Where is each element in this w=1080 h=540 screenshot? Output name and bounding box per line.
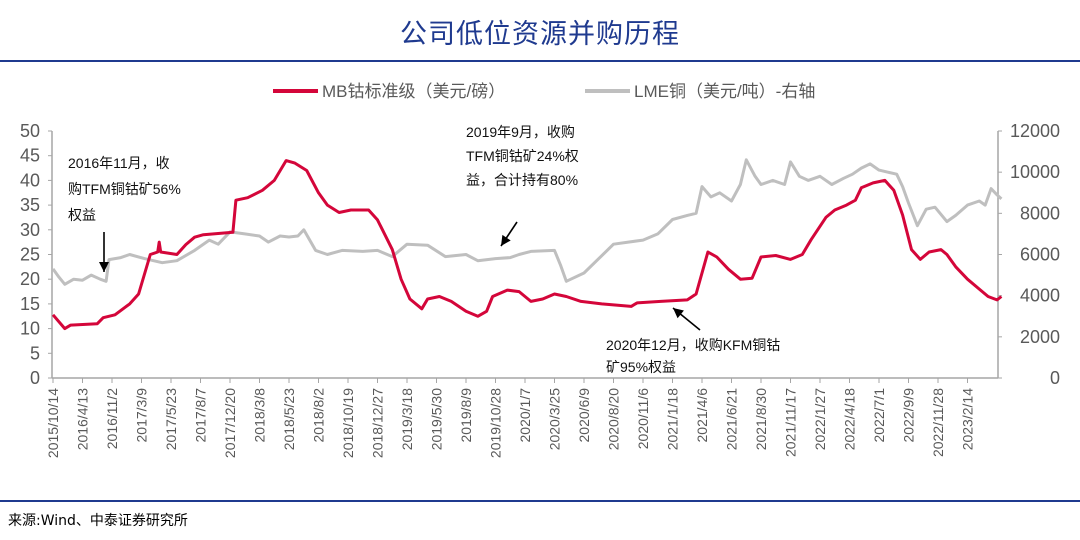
left-tick-label: 35 bbox=[20, 195, 40, 215]
legend-label-mb: MB钴标准级（美元/磅） bbox=[322, 82, 505, 101]
annotation-text: 2016年11月，收 bbox=[68, 155, 170, 171]
annotation-text: 购TFM铜钴矿56% bbox=[68, 181, 181, 197]
x-tick-label: 2022/1/27 bbox=[812, 388, 828, 450]
chart-title: 公司低位资源并购历程 bbox=[400, 19, 680, 50]
x-tick-label: 2021/11/17 bbox=[783, 388, 799, 457]
lme-copper-series-line bbox=[51, 158, 1003, 286]
x-tick-label: 2020/6/9 bbox=[576, 388, 592, 443]
source-note: 来源:Wind、中泰证券研究所 bbox=[8, 513, 188, 529]
left-tick-label: 25 bbox=[20, 245, 40, 265]
x-tick-label: 2018/8/2 bbox=[311, 388, 327, 443]
x-tick-label: 2021/8/30 bbox=[753, 388, 769, 450]
left-tick-label: 10 bbox=[20, 319, 40, 339]
left-tick-label: 50 bbox=[20, 121, 40, 141]
right-tick-label: 12000 bbox=[1010, 121, 1060, 141]
x-tick-label: 2018/12/27 bbox=[370, 388, 386, 458]
x-tick-label: 2017/8/7 bbox=[193, 388, 209, 443]
right-tick-label: 8000 bbox=[1020, 203, 1060, 223]
x-tick-label: 2017/5/23 bbox=[163, 388, 179, 450]
right-tick-label: 6000 bbox=[1020, 245, 1060, 265]
left-tick-label: 0 bbox=[30, 368, 40, 388]
left-tick-label: 5 bbox=[30, 343, 40, 363]
x-tick-label: 2018/10/19 bbox=[340, 388, 356, 458]
x-tick-label: 2019/3/18 bbox=[399, 388, 415, 450]
right-tick-label: 4000 bbox=[1020, 286, 1060, 306]
x-tick-label: 2015/10/14 bbox=[45, 388, 61, 458]
x-tick-label: 2019/10/28 bbox=[488, 388, 504, 458]
x-tick-label: 2019/5/30 bbox=[429, 388, 445, 450]
x-tick-label: 2020/1/7 bbox=[517, 388, 533, 443]
left-tick-label: 40 bbox=[20, 170, 40, 190]
x-tick-label: 2018/5/23 bbox=[281, 388, 297, 450]
annotation-arrow-head-icon bbox=[501, 234, 511, 246]
left-tick-label: 15 bbox=[20, 294, 40, 314]
x-tick-label: 2022/11/28 bbox=[930, 388, 946, 457]
x-tick-label: 2018/3/8 bbox=[252, 388, 268, 443]
right-tick-label: 10000 bbox=[1010, 162, 1060, 182]
x-tick-label: 2020/11/6 bbox=[635, 388, 651, 449]
annotation-text: TFM铜钴矿24%权 bbox=[466, 148, 579, 164]
left-tick-label: 20 bbox=[20, 269, 40, 289]
footer-divider bbox=[0, 500, 1080, 502]
x-tick-label: 2017/3/9 bbox=[134, 388, 150, 443]
x-tick-label: 2022/7/1 bbox=[871, 388, 887, 443]
left-tick-label: 45 bbox=[20, 146, 40, 166]
x-tick-label: 2020/8/20 bbox=[606, 388, 622, 450]
annotation-arrow-head-icon bbox=[673, 308, 684, 319]
annotation-text: 2020年12月，收购KFM铜钴 bbox=[606, 337, 780, 353]
right-tick-label: 2000 bbox=[1020, 327, 1060, 347]
x-tick-label: 2016/11/2 bbox=[104, 388, 120, 449]
x-tick-label: 2021/1/18 bbox=[665, 388, 681, 450]
annotation-text: 2019年9月，收购 bbox=[466, 124, 575, 140]
x-tick-label: 2020/3/25 bbox=[547, 388, 563, 450]
x-tick-label: 2019/8/9 bbox=[458, 388, 474, 443]
annotation-text: 矿95%权益 bbox=[606, 359, 676, 375]
annotation-text: 益，合计持有80% bbox=[466, 172, 578, 188]
right-tick-label: 0 bbox=[1050, 368, 1060, 388]
x-tick-label: 2016/4/13 bbox=[75, 388, 91, 450]
legend-label-lme: LME铜（美元/吨）-右轴 bbox=[634, 82, 815, 101]
x-tick-label: 2017/12/20 bbox=[222, 388, 238, 458]
title-divider bbox=[0, 60, 1080, 62]
annotation-arrow-head-icon bbox=[99, 262, 109, 272]
mb-cobalt-series-line bbox=[51, 159, 1003, 331]
x-tick-label: 2022/9/9 bbox=[901, 388, 917, 443]
x-tick-label: 2023/2/14 bbox=[960, 388, 976, 450]
x-tick-label: 2022/4/18 bbox=[842, 388, 858, 450]
x-tick-label: 2021/4/6 bbox=[694, 388, 710, 443]
x-tick-label: 2021/6/21 bbox=[724, 388, 740, 450]
chart-svg: 0 5 10 15 20 25 30 35 40 45 50 0 2000 4000 6000 8000 100… bbox=[20, 82, 1060, 458]
left-tick-label: 30 bbox=[20, 220, 40, 240]
annotation-text: 权益 bbox=[68, 207, 96, 223]
